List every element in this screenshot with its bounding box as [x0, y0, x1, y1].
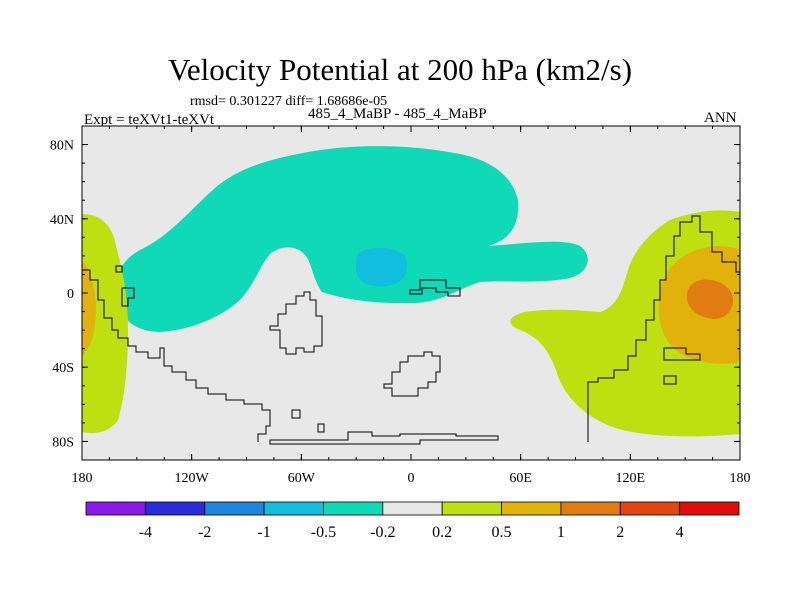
coastline-americas [82, 269, 271, 442]
colorbar-swatch [441, 501, 502, 516]
colorbar-level-label: -0.2 [370, 524, 395, 541]
chart-title: Velocity Potential at 200 hPa (km2/s) [167, 52, 633, 87]
x-tick-label: 180 [730, 471, 751, 486]
coastline-philippines-png [663, 347, 701, 385]
x-tick-label: 180 [72, 471, 93, 486]
colorbar-swatch [382, 501, 443, 516]
colorbar-swatch [501, 501, 562, 516]
coastline-africa [269, 291, 323, 355]
colorbar-swatch [144, 501, 206, 516]
colorbar-swatch [679, 501, 740, 516]
colorbar-level-label: 0.5 [492, 524, 512, 541]
colorbar-swatch [85, 501, 146, 516]
colorbar: -4 -2 -1 -0.5 -0.2 0.2 0.5 1 2 4 [85, 501, 740, 541]
y-tick-label: 80S [52, 435, 74, 450]
x-tick-label: 120W [175, 471, 210, 486]
colorbar-swatch [263, 501, 324, 516]
coastline-india [409, 279, 461, 297]
contour-fill-layer [82, 126, 740, 460]
y-axis: 80N 40N 0 40S 80S [50, 125, 740, 461]
y-tick-label: 40S [52, 361, 74, 376]
region-northern-pacific-atlantic-negative-band [116, 146, 588, 332]
colorbar-level-label: -4 [139, 524, 152, 541]
colorbar-swatch [323, 501, 384, 516]
experiment-label: Expt = teXVt1-teXVt [84, 112, 215, 128]
colorbar-level-label: 2 [616, 524, 624, 541]
colorbar-swatch [619, 501, 681, 516]
coastline-canada-islands [115, 265, 135, 307]
colorbar-level-label: -0.5 [311, 524, 336, 541]
region-western-pacific-maximum [686, 279, 734, 320]
case-label: 485_4_MaBP - 485_4_MaBP [308, 106, 487, 122]
y-tick-label: 0 [67, 287, 74, 302]
coastline-australia [383, 351, 441, 397]
x-axis: 180 120W 60W 0 60E 120E 180 [72, 126, 751, 486]
coastline-antarctica [269, 431, 499, 445]
colorbar-level-label: -2 [198, 524, 211, 541]
region-africa-negative-core [356, 247, 408, 287]
coastline-asia-maritime [587, 215, 740, 442]
colorbar-swatch [560, 501, 621, 516]
x-tick-label: 120E [616, 471, 646, 486]
x-tick-label: 60W [288, 471, 316, 486]
season-label: ANN [704, 110, 737, 126]
colorbar-level-label: 0.2 [432, 524, 452, 541]
colorbar-level-label: -1 [257, 524, 270, 541]
y-tick-label: 40N [50, 213, 74, 228]
coastline-layer [82, 215, 740, 445]
colorbar-level-label: 1 [557, 524, 565, 541]
colorbar-level-label: 4 [676, 524, 684, 541]
x-tick-label: 0 [408, 471, 415, 486]
coastline-new-zealand [291, 409, 325, 433]
colorbar-swatch [204, 501, 265, 516]
x-tick-label: 60E [509, 471, 532, 486]
region-dateline-positive-west-core [82, 262, 96, 356]
rmsd-diff-stats: rmsd= 0.301227 diff= 1.68686e-05 [190, 94, 388, 109]
y-tick-label: 80N [50, 139, 74, 154]
